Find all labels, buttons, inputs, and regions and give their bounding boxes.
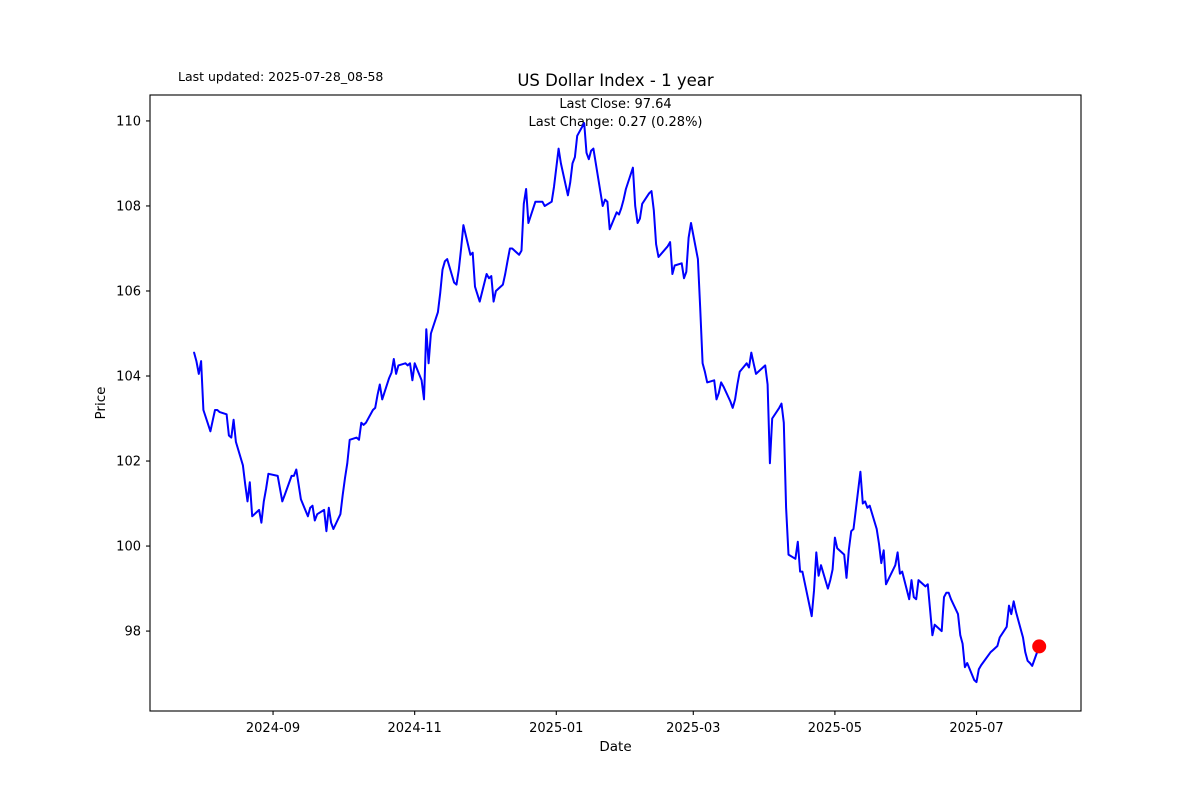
x-tick-label: 2025-03 [666, 721, 720, 736]
y-tick-label: 108 [116, 199, 141, 214]
last-change-label: Last Change: 0.27 (0.28%) [528, 115, 703, 130]
last-updated-label: Last updated: 2025-07-28_08-58 [178, 69, 384, 84]
y-tick-label: 104 [116, 370, 141, 385]
y-tick-label: 102 [116, 455, 141, 470]
y-tick-label: 100 [116, 540, 141, 555]
last-point-marker [1032, 639, 1047, 654]
y-tick-label: 110 [116, 114, 141, 129]
x-tick-label: 2025-07 [949, 721, 1003, 736]
x-tick-label: 2025-05 [808, 721, 862, 736]
price-line [193, 122, 1041, 684]
x-tick-label: 2025-01 [529, 721, 583, 736]
chart-title: US Dollar Index - 1 year [517, 71, 714, 90]
last-close-label: Last Close: 97.64 [559, 97, 672, 112]
axis-ticks: 98 100 102 104 106 108 110 2024-09 2024-11 2025-0… [116, 114, 1004, 736]
plot-border [149, 94, 1082, 712]
y-tick-label: 98 [124, 625, 141, 640]
x-tick-label: 2024-11 [388, 721, 442, 736]
y-tick-label: 106 [116, 284, 141, 299]
x-tick-label: 2024-09 [246, 721, 300, 736]
x-axis-label: Date [599, 739, 632, 755]
